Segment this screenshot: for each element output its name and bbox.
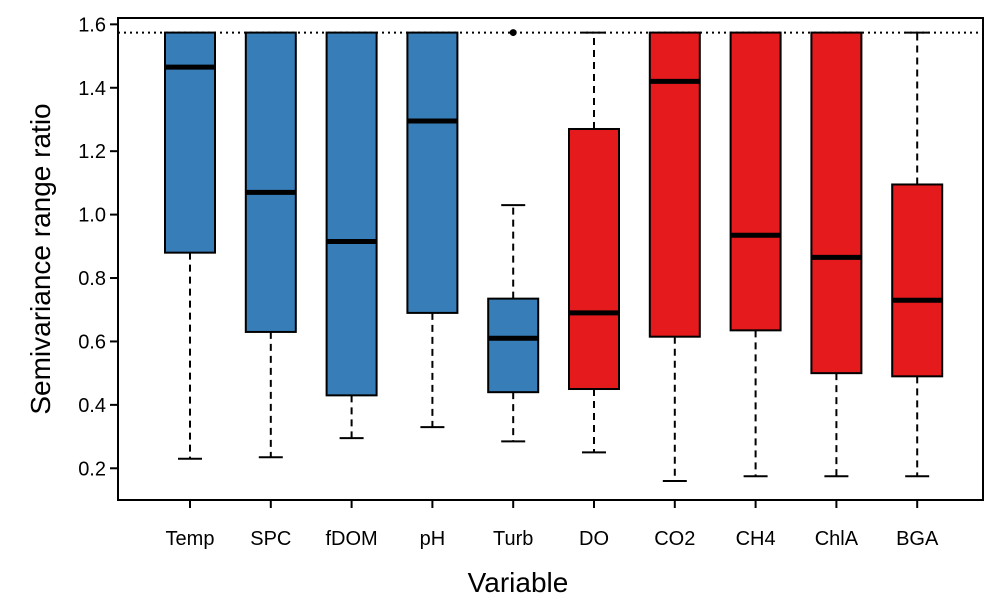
outlier-point	[509, 29, 517, 37]
y-tick-label: 1.6	[78, 14, 106, 36]
box-ph	[406, 31, 459, 429]
y-axis-title: Semivariance range ratio	[25, 103, 56, 414]
y-tick-label: 0.8	[78, 268, 106, 290]
box-ch4	[729, 31, 782, 478]
x-tick-label: pH	[420, 528, 446, 550]
x-tick-label: BGA	[896, 528, 939, 550]
y-tick-label: 0.4	[78, 395, 106, 417]
x-tick-label: CH4	[736, 528, 776, 550]
y-tick-label: 1.2	[78, 141, 106, 163]
plot-frame	[117, 17, 984, 501]
x-axis-title: Variable	[468, 567, 569, 598]
y-tick-label: 0.2	[78, 458, 106, 480]
box-body	[648, 31, 701, 338]
box-body	[891, 183, 944, 378]
box-body	[406, 31, 459, 314]
box-body	[487, 297, 540, 394]
box-fdom	[325, 31, 378, 440]
box-spc	[244, 31, 297, 459]
box-body	[325, 31, 378, 397]
box-body	[244, 31, 297, 333]
box-body	[729, 31, 782, 332]
x-tick-label: fDOM	[325, 528, 377, 550]
y-tick-label: 1.4	[78, 78, 106, 100]
x-tick-label: ChlA	[815, 528, 859, 550]
x-tick-label: Temp	[166, 528, 215, 550]
box-body	[810, 31, 863, 375]
x-tick-label: SPC	[250, 528, 291, 550]
x-tick-label: Turb	[493, 528, 533, 550]
box-turb	[487, 29, 540, 443]
box-body	[568, 127, 620, 391]
box-temp	[164, 31, 216, 460]
x-axis: Temp SPC fDOM pH Turb DO CO2 CH4 ChlA BGA	[166, 500, 939, 550]
box-chla	[810, 31, 863, 478]
y-tick-label: 1.0	[78, 205, 106, 227]
box-do	[568, 31, 620, 454]
y-tick-label: 0.6	[78, 331, 106, 353]
box-bga	[891, 31, 944, 478]
x-tick-label: DO	[579, 528, 609, 550]
y-axis: 0.2 0.4 0.6 0.8 1.0 1.2 1.4 1.6	[78, 14, 118, 480]
box-co2	[648, 31, 701, 482]
x-tick-label: CO2	[654, 528, 695, 550]
boxes-layer	[118, 29, 983, 482]
